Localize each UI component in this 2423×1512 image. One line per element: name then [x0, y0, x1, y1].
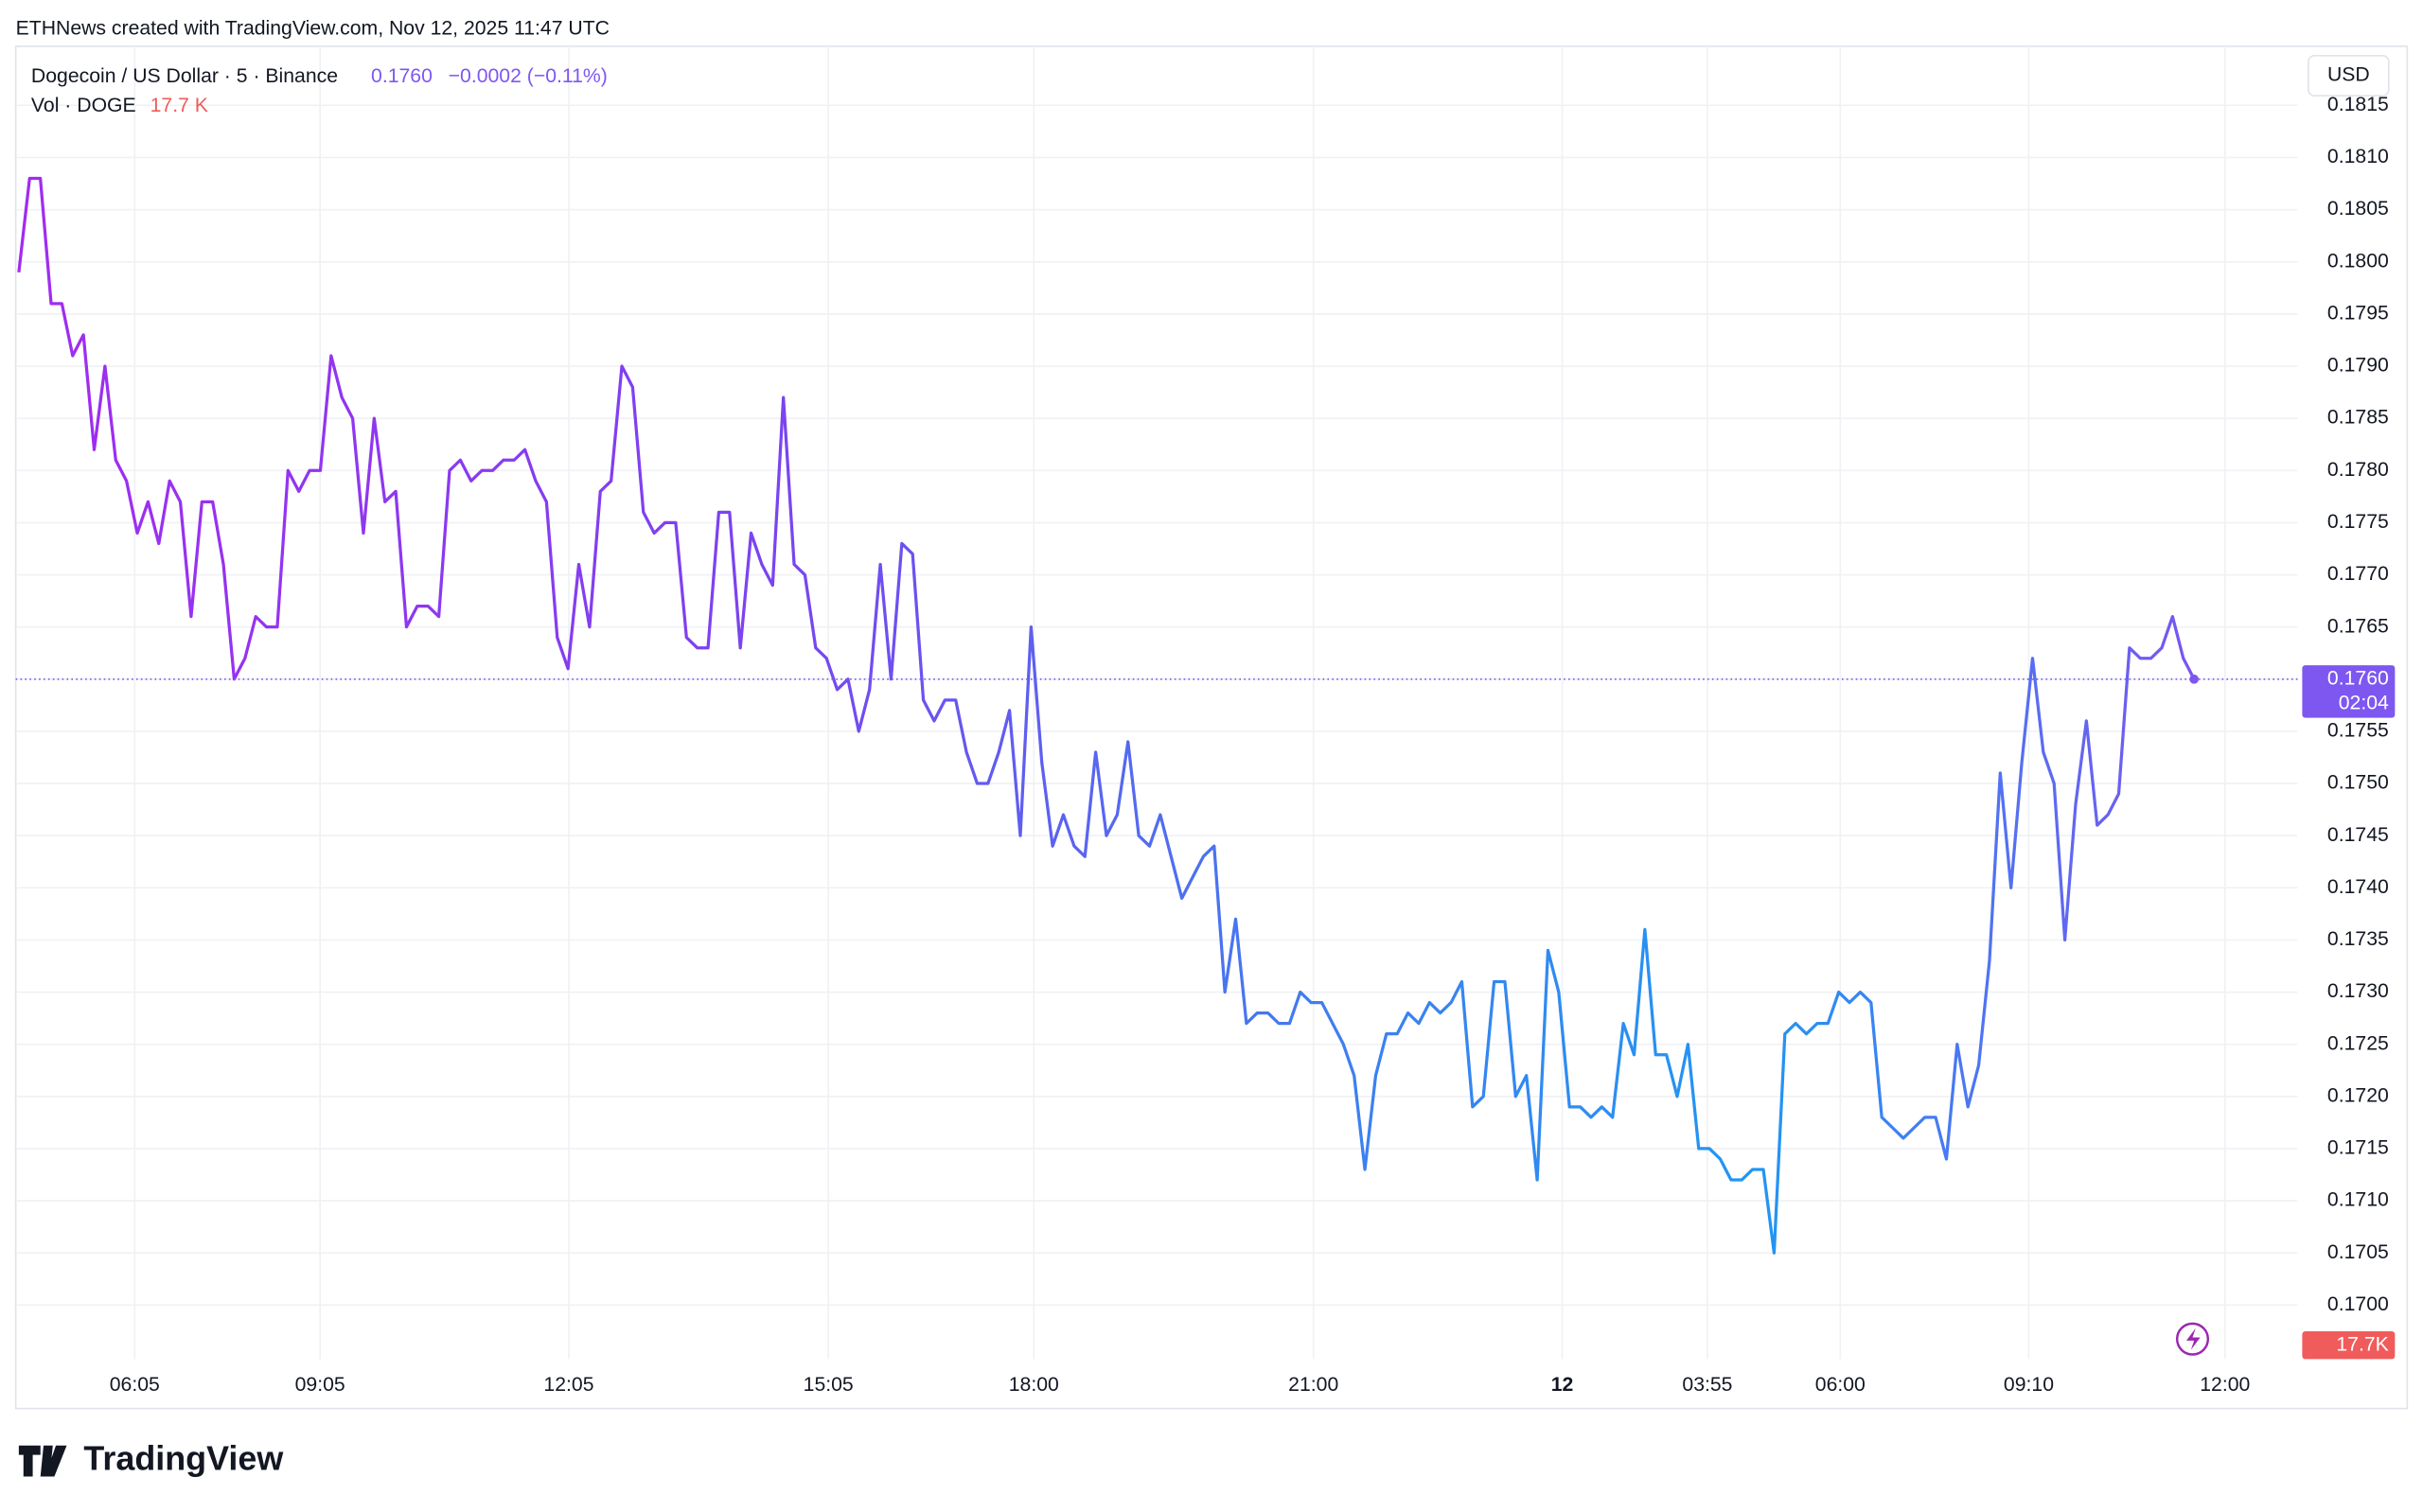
x-tick-label: 12: [1551, 1374, 1574, 1396]
x-tick-label: 09:10: [2004, 1374, 2054, 1396]
credit: ETHNews created with TradingView.com, No…: [16, 18, 610, 40]
x-tick-label: 12:05: [543, 1374, 593, 1396]
y-tick-label: 0.1720: [2327, 1084, 2389, 1106]
y-tick-label: 0.1730: [2327, 980, 2389, 1002]
y-tick-label: 0.1770: [2327, 563, 2389, 585]
x-tick-label: 21:00: [1288, 1374, 1338, 1396]
brand-logo: [18, 1445, 67, 1477]
y-tick-label: 0.1805: [2327, 198, 2389, 220]
symbol: Dogecoin / US Dollar · 5 · Binance: [31, 65, 338, 87]
y-tick-label: 0.1800: [2327, 250, 2389, 272]
brand: TradingView: [83, 1439, 283, 1478]
y-tick-label: 0.1705: [2327, 1241, 2389, 1263]
y-tick-label: 0.1755: [2327, 720, 2389, 742]
x-tick-label: 09:05: [295, 1374, 345, 1396]
x-tick-label: 15:05: [804, 1374, 854, 1396]
y-tick-label: 0.1775: [2327, 511, 2389, 533]
x-tick-label: 03:55: [1682, 1374, 1732, 1396]
last-price-badge: [2302, 665, 2396, 718]
y-tick-label: 0.1790: [2327, 355, 2389, 377]
price-line: [17, 176, 2196, 1255]
y-tick-label: 0.1795: [2327, 302, 2389, 324]
legend-volume: 17.7 K: [150, 95, 208, 116]
plot: 0.1760 02:04 17.7K: [15, 176, 2396, 1360]
legend-change: −0.0002 (−0.11%): [449, 65, 608, 87]
x-tick-label: 12:00: [2200, 1374, 2250, 1396]
volume-badge-label: 17.7K: [2336, 1333, 2388, 1355]
y-tick-label: 0.1740: [2327, 876, 2389, 898]
currency[interactable]: USD: [2327, 64, 2370, 86]
y-tick-label: 0.1735: [2327, 928, 2389, 950]
volume-name: Vol · DOGE: [31, 95, 136, 116]
y-tick-label: 0.1725: [2327, 1032, 2389, 1054]
y-tick-label: 0.1710: [2327, 1189, 2389, 1211]
y-tick-label: 0.1765: [2327, 615, 2389, 637]
flash-icon[interactable]: [2175, 1322, 2210, 1356]
legend-price: 0.1760: [371, 65, 433, 87]
y-tick-label: 0.1715: [2327, 1137, 2389, 1159]
grid: 0.1700 0.1705 0.1710 0.1715 0.1720 0.1725 0.17…: [15, 45, 2389, 1396]
x-tick-label: 06:05: [110, 1374, 160, 1396]
countdown: 02:04: [2339, 693, 2389, 714]
y-tick-label: 0.1785: [2327, 407, 2389, 429]
x-tick-label: 06:00: [1815, 1374, 1866, 1396]
y-tick-label: 0.1745: [2327, 824, 2389, 846]
last-price-label: 0.1760: [2327, 667, 2389, 689]
x-tick-label: 18:00: [1009, 1374, 1059, 1396]
currency-button[interactable]: [2308, 54, 2390, 97]
y-tick-label: 0.1750: [2327, 772, 2389, 794]
y-tick-label: 0.1780: [2327, 459, 2389, 481]
y-tick-label: 0.1810: [2327, 146, 2389, 167]
y-tick-label: 0.1700: [2327, 1293, 2389, 1315]
volume-badge: [2302, 1331, 2396, 1360]
chart-frame: [14, 45, 2409, 1410]
y-tick-label: 0.1815: [2327, 94, 2389, 115]
